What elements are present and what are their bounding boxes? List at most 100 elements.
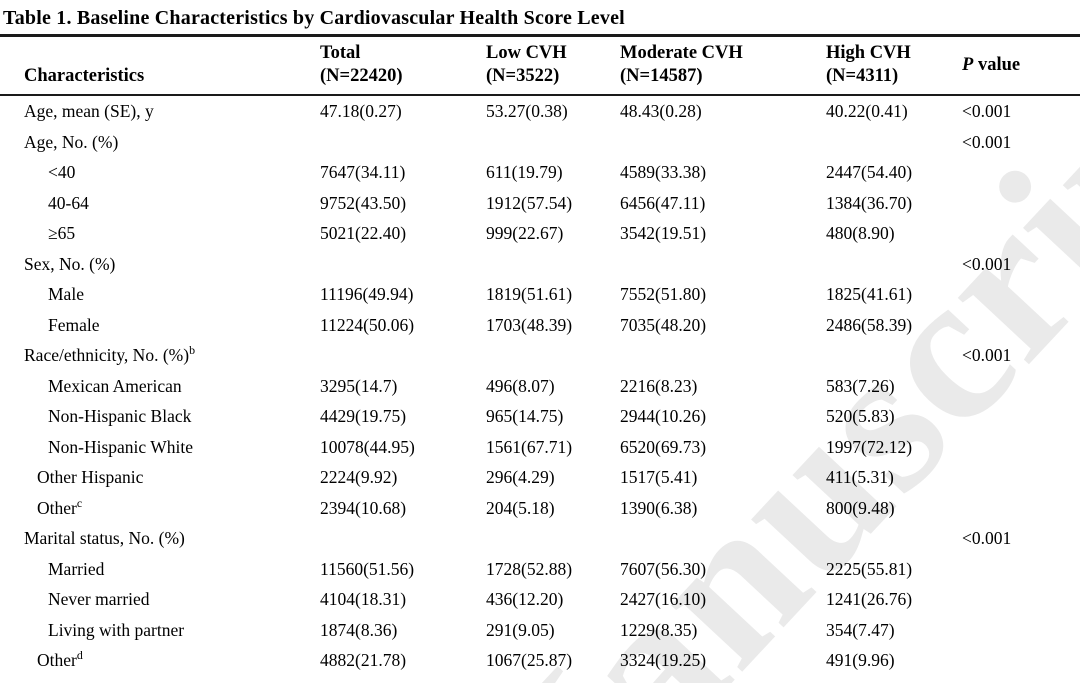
cell-high (826, 249, 962, 280)
cell-moderate: 6520(69.73) (620, 436, 707, 457)
footnote-marker: c (76, 495, 83, 510)
cell-high: 480(8.90) (826, 223, 895, 243)
col-header-low-cvh: Low CVH (N=3522) (486, 37, 620, 97)
cell-total: 47.18(0.27) (320, 101, 402, 121)
cell-p (962, 218, 1080, 249)
table-row: Female 11224(50.06) 1703(48.39) 7035(48.20)… (0, 310, 1080, 341)
table-row: Mexican American 3295(14.7) 496(8.07) 2216(… (0, 371, 1080, 402)
row-label: Race/ethnicity, No. (%)b (24, 343, 196, 365)
row-label: Sex, No. (%) (24, 253, 116, 274)
col-header-total: Total (N=22420) (320, 37, 486, 97)
cell-high: 40.22(0.41) (826, 101, 908, 121)
table-row: Race/ethnicity, No. (%)b <0.001 (0, 340, 1080, 371)
cell-p (962, 615, 1080, 646)
cell-low: 204(5.18) (486, 497, 555, 518)
row-label: ≥65 (48, 223, 76, 243)
table-header: Characteristics Total (N=22420) Low CVH … (0, 37, 1080, 97)
cell-moderate (620, 340, 826, 371)
table-row: <40 7647(34.11) 611(19.79) 4589(33.38) 2447(… (0, 157, 1080, 188)
col-header-p-value: P value (962, 37, 1080, 97)
row-label: Other Hispanic (37, 467, 144, 487)
cell-high: 1384(36.70) (826, 192, 913, 213)
cell-low: 436(12.20) (486, 589, 564, 609)
table-row: ≥65 5021(22.40) 999(22.67) 3542(19.51) 480(8… (0, 218, 1080, 249)
row-label: Male (48, 284, 84, 304)
row-label: Non-Hispanic White (48, 436, 193, 457)
cell-low: 1728(52.88) (486, 558, 573, 579)
cell-p (962, 188, 1080, 219)
cell-p (962, 157, 1080, 188)
cell-p (962, 462, 1080, 493)
col-header-n: (N=3522) (486, 66, 560, 87)
table-row: Married 11560(51.56) 1728(52.88) 7607(56.30… (0, 554, 1080, 585)
cell-low: 1819(51.61) (486, 284, 573, 304)
footnote-marker: b (189, 343, 196, 358)
cell-p: <0.001 (962, 253, 1012, 274)
cell-low: 291(9.05) (486, 619, 555, 640)
col-header-n: (N=4311) (826, 66, 899, 87)
table-row: Living with partner 1874(8.36) 291(9.05) 12… (0, 615, 1080, 646)
cell-p (962, 584, 1080, 615)
cell-high: 1825(41.61) (826, 284, 913, 304)
cell-low: 1703(48.39) (486, 314, 573, 335)
cell-high: 411(5.31) (826, 467, 894, 487)
cell-high (826, 523, 962, 554)
cell-total: 4104(18.31) (320, 589, 407, 609)
row-label: Otherc (37, 495, 83, 518)
col-header-n: (N=14587) (620, 66, 703, 87)
cell-total (320, 249, 486, 280)
cell-total: 2224(9.92) (320, 467, 398, 487)
cell-low: 53.27(0.38) (486, 101, 568, 121)
table-row: Non-Hispanic White 10078(44.95) 1561(67.71… (0, 432, 1080, 463)
cell-total: 5021(22.40) (320, 223, 407, 243)
cell-p: <0.001 (962, 528, 1012, 548)
table-row: Male 11196(49.94) 1819(51.61) 7552(51.80) 18… (0, 279, 1080, 310)
cell-total: 7647(34.11) (320, 162, 406, 182)
cell-p (962, 401, 1080, 432)
cell-moderate: 3542(19.51) (620, 223, 707, 243)
row-label: Living with partner (48, 619, 185, 640)
cell-low (486, 127, 620, 158)
cell-total (320, 340, 486, 371)
col-header-characteristics: Characteristics (0, 37, 320, 97)
cell-moderate (620, 523, 826, 554)
cell-moderate: 4589(33.38) (620, 162, 707, 182)
row-label: Age, No. (%) (24, 131, 119, 152)
cell-high: 2225(55.81) (826, 558, 913, 579)
cell-high: 1997(72.12) (826, 436, 913, 457)
cell-moderate: 2427(16.10) (620, 589, 707, 609)
cell-low: 611(19.79) (486, 162, 563, 182)
table-row: Sex, No. (%) <0.001 (0, 249, 1080, 280)
cell-total: 3295(14.7) (320, 375, 398, 396)
cell-low: 1561(67.71) (486, 436, 573, 457)
cell-total: 11224(50.06) (320, 314, 415, 335)
table-row: Age, mean (SE), y 47.18(0.27) 53.27(0.38) 4… (0, 95, 1080, 127)
row-label: Never married (48, 589, 150, 609)
cell-low: 496(8.07) (486, 375, 555, 396)
table-row: Other Hispanic 2224(9.92) 296(4.29) 1517(5.… (0, 462, 1080, 493)
table-row: Otherc 2394(10.68) 204(5.18) 1390(6.38) 800(… (0, 493, 1080, 524)
cell-low: 1067(25.87) (486, 650, 573, 670)
col-header-label: Total (320, 43, 361, 63)
cell-high: 520(5.83) (826, 406, 895, 426)
cell-moderate: 7035(48.20) (620, 314, 707, 335)
cell-low: 999(22.67) (486, 223, 564, 243)
col-header-label: Characteristics (24, 66, 145, 87)
cell-moderate: 7552(51.80) (620, 284, 707, 304)
cell-p (962, 645, 1080, 676)
cell-total: 10078(44.95) (320, 436, 415, 457)
cell-high: 1241(26.76) (826, 589, 913, 609)
cell-low (486, 523, 620, 554)
cell-p (962, 432, 1080, 463)
row-label: <40 (48, 162, 76, 182)
cell-high: 800(9.48) (826, 497, 895, 518)
header-row: Characteristics Total (N=22420) Low CVH … (0, 37, 1080, 97)
footnote-marker: d (76, 648, 83, 663)
cell-total: 1874(8.36) (320, 619, 398, 640)
cell-high (826, 340, 962, 371)
cell-total: 2394(10.68) (320, 497, 407, 518)
table-row: 40-64 9752(43.50) 1912(57.54) 6456(47.11) 13… (0, 188, 1080, 219)
row-label: Married (48, 558, 105, 579)
